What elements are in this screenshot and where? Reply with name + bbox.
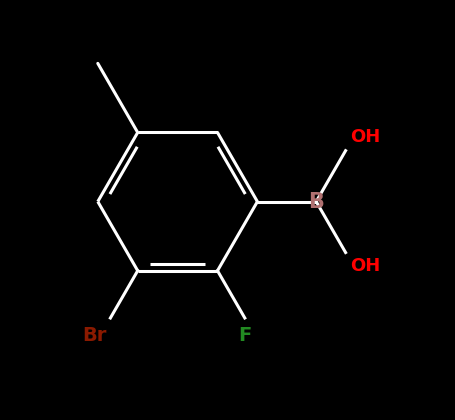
Text: F: F [238,326,251,345]
Text: OH: OH [349,129,379,147]
Text: B: B [308,192,324,212]
Text: OH: OH [349,257,379,275]
Text: Br: Br [81,326,106,345]
